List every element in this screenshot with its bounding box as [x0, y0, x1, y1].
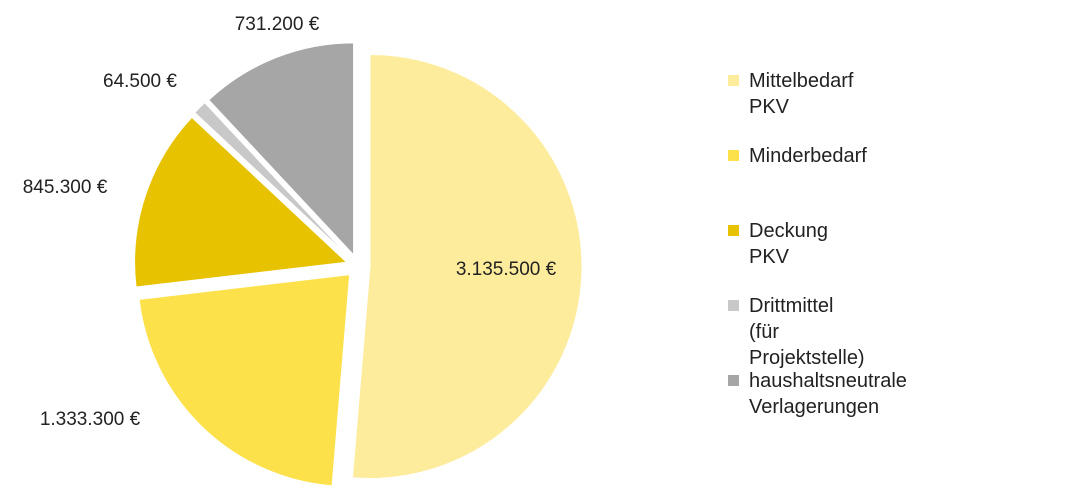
data-label: 3.135.500 €	[456, 259, 557, 280]
pie-slice	[138, 274, 351, 487]
pie-slice	[134, 116, 348, 288]
pie-slice	[351, 53, 583, 479]
legend-label: Mittelbedarf PKV	[749, 70, 854, 118]
legend-swatch	[728, 225, 739, 236]
legend-swatch	[728, 300, 739, 311]
legend-swatch	[728, 150, 739, 161]
legend-swatch	[728, 375, 739, 386]
chart: 3.135.500 € 1.333.300 € 845.300 € 64.500 € 7…	[23, 14, 583, 487]
pie-slice	[208, 42, 355, 257]
data-label: 1.333.300 €	[40, 409, 141, 430]
pie-slice	[194, 101, 350, 258]
data-label: 731.200 €	[235, 14, 320, 35]
legend-label: haushaltsneutrale Verlagerungen	[749, 370, 907, 418]
legend-label: Minderbedarf	[749, 145, 867, 167]
legend-label: Drittmittel (für Projektstelle)	[749, 295, 865, 369]
legend-label: Deckung PKV	[749, 220, 828, 268]
data-label: 845.300 €	[23, 177, 108, 198]
legend-swatch	[728, 75, 739, 86]
data-label: 64.500 €	[103, 71, 177, 92]
